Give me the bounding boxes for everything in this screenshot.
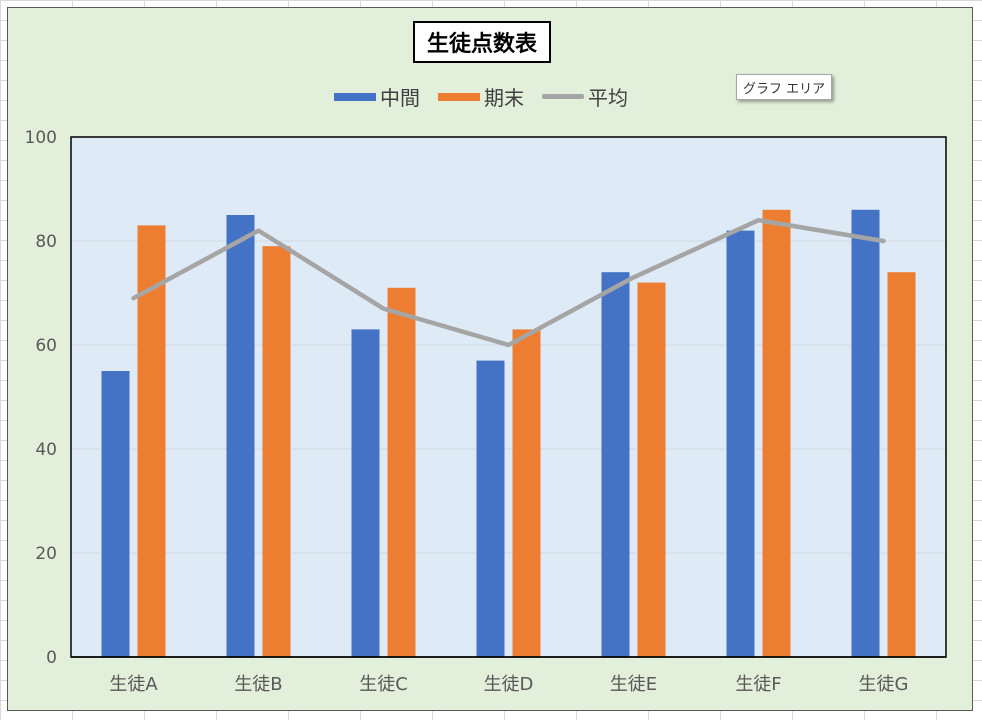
y-tick-label: 60 <box>35 336 57 356</box>
legend-label-average: 平均 <box>588 86 628 110</box>
bar-final <box>262 246 291 657</box>
x-category-label: 生徒B <box>234 674 282 695</box>
bar-final <box>762 209 791 658</box>
bar-final <box>887 272 916 657</box>
legend-item-final: 期末 <box>438 82 524 111</box>
bar-final <box>137 225 166 657</box>
x-category-label: 生徒A <box>109 674 158 695</box>
x-category-label: 生徒E <box>610 674 657 695</box>
bar-midterm <box>601 272 630 657</box>
legend-label-midterm: 中間 <box>380 86 420 110</box>
legend-label-final: 期末 <box>484 86 524 110</box>
bar-midterm <box>101 371 130 657</box>
x-category-label: 生徒C <box>359 674 408 695</box>
chart-legend[interactable]: 中間 期末 平均 <box>334 82 646 111</box>
legend-item-average: 平均 <box>542 82 628 111</box>
bar-midterm <box>726 230 755 657</box>
bar-final <box>387 287 416 657</box>
bar-midterm <box>476 360 505 657</box>
legend-swatch-average <box>542 94 584 99</box>
legend-swatch-midterm <box>334 92 376 101</box>
x-category-label: 生徒D <box>484 674 534 695</box>
y-tick-label: 80 <box>35 232 57 252</box>
plot-area-border <box>70 136 947 658</box>
bar-midterm <box>226 215 255 657</box>
legend-item-midterm: 中間 <box>334 82 420 111</box>
bar-final <box>512 329 541 657</box>
chart-area-tooltip: グラフ エリア <box>736 74 833 100</box>
bar-midterm <box>351 329 380 657</box>
bar-midterm <box>851 209 880 658</box>
y-tick-label: 0 <box>46 648 57 668</box>
chart-title[interactable]: 生徒点数表 <box>413 21 552 63</box>
legend-swatch-final <box>438 92 480 101</box>
plot-area[interactable] <box>71 137 946 657</box>
bar-final <box>637 282 666 657</box>
average-line <box>131 217 886 348</box>
x-category-label: 生徒G <box>859 674 909 695</box>
y-tick-label: 40 <box>35 440 57 460</box>
y-tick-label: 100 <box>25 128 57 148</box>
x-category-label: 生徒F <box>735 674 781 695</box>
y-tick-label: 20 <box>35 544 57 564</box>
